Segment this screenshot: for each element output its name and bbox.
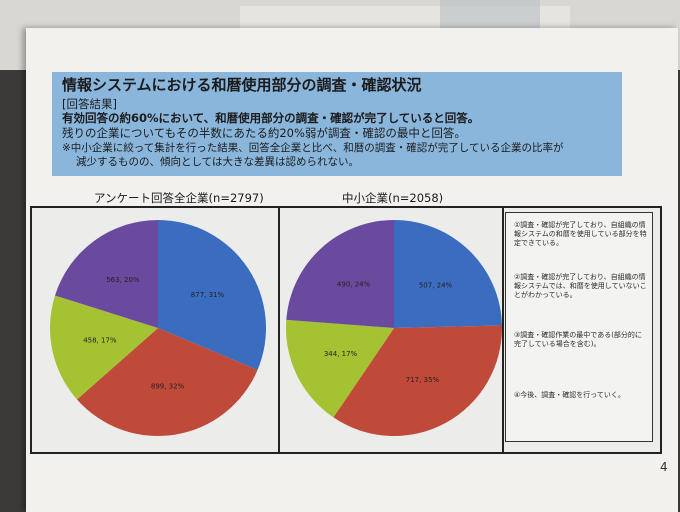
pie-slice bbox=[286, 220, 394, 328]
pie-slice bbox=[77, 328, 258, 436]
summary-line-3: 残りの企業についてもその半数にあたる約20%弱が調査・確認の最中と回答。 bbox=[62, 126, 466, 140]
legend-label-2: ②調査・確認が完了しており、自組織の情報システムでは、和暦を使用していないことが… bbox=[514, 273, 647, 299]
legend-item-1: ①調査・確認が完了しており、自組織の情報システムの和暦を使用している部分を特定で… bbox=[514, 221, 648, 248]
pie-slice bbox=[394, 220, 502, 328]
pie-slice bbox=[286, 319, 394, 418]
pie-slice bbox=[158, 220, 266, 370]
legend-label-4: ④今後、調査・確認を行っていく。 bbox=[514, 391, 625, 399]
slice-data-label: 899, 32% bbox=[151, 383, 185, 391]
slice-data-label: 877, 31% bbox=[191, 291, 225, 299]
slide-header bbox=[52, 72, 622, 176]
summary-line-4: ※中小企業に絞って集計を行った結果、回答全企業と比べ、和暦の調査・確認が完了して… bbox=[62, 142, 564, 154]
legend-item-2: ②調査・確認が完了しており、自組織の情報システムでは、和暦を使用していないことが… bbox=[514, 273, 648, 300]
pie-slice bbox=[333, 325, 502, 436]
summary-line-1: [回答結果] bbox=[62, 97, 117, 111]
pie-chart-all: 877, 31% 899, 32% 458, 17% 563, 20% bbox=[50, 220, 266, 436]
frame-divider bbox=[502, 208, 504, 452]
legend-label-3: ③調査・確認作業の最中である(部分的に完了している場合を含む)。 bbox=[514, 331, 642, 348]
pie-chart-sme: 507, 24% 717, 35% 344, 17% 490, 24% bbox=[286, 220, 502, 436]
pie-slice bbox=[50, 295, 158, 400]
legend-item-4: ④今後、調査・確認を行っていく。 bbox=[514, 391, 648, 400]
chart-title-sme: 中小企業(n=2058) bbox=[342, 191, 444, 205]
chart-title-all: アンケート回答全企業(n=2797) bbox=[94, 191, 264, 205]
summary-line-2: 有効回答の約60%において、和暦使用部分の調査・確認が完了していると回答。 bbox=[62, 111, 480, 125]
slice-data-label: 563, 20% bbox=[106, 276, 140, 284]
chart-legend: ①調査・確認が完了しており、自組織の情報システムの和暦を使用している部分を特定で… bbox=[505, 212, 653, 442]
slice-data-label: 490, 24% bbox=[337, 280, 371, 288]
legend-item-3: ③調査・確認作業の最中である(部分的に完了している場合を含む)。 bbox=[514, 331, 648, 349]
pie-slice bbox=[55, 220, 158, 328]
slice-data-label: 507, 24% bbox=[419, 282, 453, 290]
slice-data-label: 458, 17% bbox=[83, 336, 117, 344]
frame-divider bbox=[278, 208, 280, 452]
slice-data-label: 717, 35% bbox=[406, 376, 440, 384]
slide-title: 情報システムにおける和暦使用部分の調査・確認状況 bbox=[62, 76, 422, 94]
legend-label-1: ①調査・確認が完了しており、自組織の情報システムの和暦を使用している部分を特定で… bbox=[514, 221, 647, 247]
slice-data-label: 344, 17% bbox=[324, 350, 358, 358]
summary-line-5: 減少するものの、傾向としては大きな差異は認められない。 bbox=[76, 156, 359, 168]
page-number: 4 bbox=[660, 460, 668, 474]
